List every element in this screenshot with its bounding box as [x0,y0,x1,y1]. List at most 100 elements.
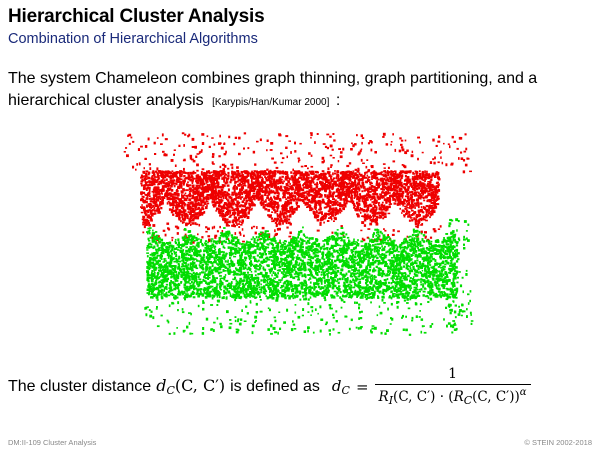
red-cluster-point [375,200,378,203]
red-cluster-point [255,180,258,183]
red-cluster-point [278,181,282,185]
red-cluster-point [142,170,146,174]
red-cluster-point [329,205,331,208]
red-cluster-point [221,230,224,233]
green-cluster-point [157,249,160,252]
red-cluster-point [195,185,198,188]
red-cluster-point [450,163,454,166]
red-cluster-point [399,179,402,182]
red-cluster-point [380,211,382,215]
red-cluster-point [337,178,341,181]
red-cluster-point [236,210,240,213]
red-cluster-point [338,205,342,207]
green-cluster-point [184,236,187,240]
red-cluster-point [153,207,156,210]
red-cluster-point [194,207,197,210]
red-cluster-point [340,151,343,154]
red-cluster-point [412,187,415,191]
red-cluster-point [142,223,145,226]
red-cluster-point [362,238,366,242]
red-cluster-point [178,209,182,212]
red-cluster-point [339,211,342,214]
green-cluster-point [375,234,378,237]
green-cluster-point [415,274,419,277]
red-cluster-point [179,183,182,186]
green-cluster-point [412,276,415,279]
red-cluster-point [352,190,355,194]
red-cluster-point [295,192,299,195]
green-cluster-point [247,254,251,258]
red-cluster-point [245,193,248,196]
red-cluster-point [270,203,273,207]
red-cluster-point [358,181,361,184]
red-cluster-point [157,187,160,190]
red-cluster-point [160,172,164,176]
red-cluster-point [380,179,383,182]
red-cluster-point [247,185,250,188]
green-cluster-point [188,278,191,282]
red-cluster-point [264,204,267,207]
red-cluster-point [273,235,276,238]
red-cluster-point [199,204,203,207]
red-cluster-point [366,193,368,197]
red-cluster-point [148,223,151,227]
red-cluster-point [302,173,306,175]
red-cluster-point [369,140,372,143]
red-cluster-point [358,151,361,155]
red-cluster-point [227,171,230,175]
green-cluster-point [295,237,298,240]
red-cluster-point [356,187,360,190]
red-cluster-point [194,196,197,199]
green-cluster-point [391,246,394,248]
red-cluster-point [157,170,161,173]
red-cluster-point [276,207,279,211]
red-cluster-point [300,177,303,179]
red-cluster-point [282,215,285,218]
red-cluster-point [257,195,260,198]
red-cluster-point [369,205,373,208]
red-cluster-point [319,201,322,205]
red-cluster-point [430,193,433,197]
green-cluster-point [307,245,311,248]
red-cluster-point [294,183,297,186]
red-cluster-point [435,172,438,176]
green-cluster-point [289,252,292,255]
red-cluster-point [147,210,150,213]
red-cluster-point [169,187,171,191]
red-cluster-point [148,216,151,219]
red-cluster-point [216,181,219,185]
green-cluster-point [250,243,254,246]
red-cluster-point [179,180,181,183]
red-cluster-point [435,171,439,173]
red-cluster-point [313,215,316,219]
red-cluster-point [238,231,241,234]
red-cluster-point [228,193,231,196]
red-cluster-point [331,213,334,216]
red-cluster-point [237,195,241,198]
red-cluster-point [242,182,245,185]
red-cluster-point [387,206,389,209]
red-cluster-point [249,193,251,196]
red-cluster-point [337,197,341,199]
red-cluster-point [227,224,230,227]
red-cluster-point [287,180,290,183]
red-cluster-point [423,199,426,202]
red-cluster-point [306,202,310,204]
red-cluster-point [205,198,208,201]
red-cluster-point [395,192,398,195]
red-cluster-point [191,208,195,211]
red-cluster-point [342,189,345,191]
red-cluster-point [380,188,383,191]
green-cluster-point [359,260,361,263]
red-cluster-point [389,188,393,191]
red-cluster-point [302,198,306,201]
red-cluster-point [294,170,297,173]
red-cluster-point [430,202,433,204]
red-cluster-point [331,187,334,191]
red-cluster-point [431,172,435,176]
red-cluster-point [232,202,235,206]
red-cluster-point [383,205,386,209]
red-cluster-point [223,170,226,173]
red-cluster-point [152,178,155,181]
red-cluster-point [373,209,376,212]
